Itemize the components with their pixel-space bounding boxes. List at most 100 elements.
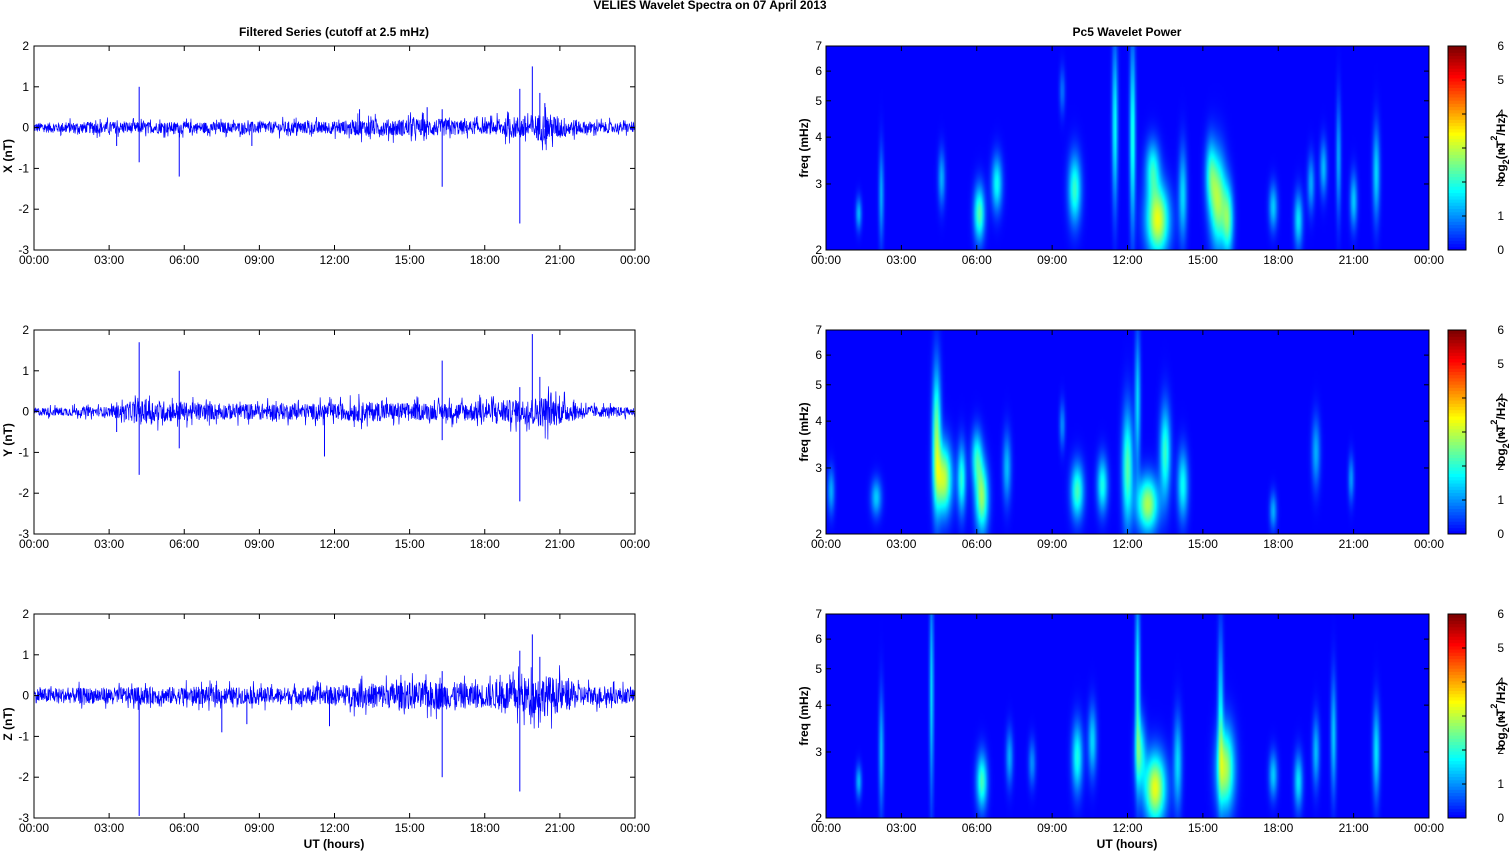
colorbar-tick-label: 0 <box>1497 811 1504 825</box>
colorbar-swatch <box>1448 116 1466 120</box>
colorbar-swatch <box>1448 186 1466 190</box>
x-tick-label: 15:00 <box>395 253 425 267</box>
y-axis-label: X (nT) <box>1 139 15 173</box>
colorbar-swatch <box>1448 218 1466 222</box>
colorbar-tick-label: 0 <box>1497 243 1504 257</box>
colorbar-swatch <box>1448 61 1466 66</box>
colorbar-swatch <box>1448 811 1466 816</box>
plot-background <box>34 614 635 818</box>
colorbar-swatch <box>1448 403 1466 407</box>
y-tick-label: -2 <box>18 486 29 500</box>
colorbar-swatch <box>1448 808 1466 813</box>
colorbar-swatch <box>1448 195 1466 200</box>
colorbar-swatch <box>1448 802 1466 806</box>
colorbar-swatch <box>1448 183 1466 187</box>
colorbar-swatch <box>1448 495 1466 500</box>
colorbar-tick-label: 2 <box>1497 743 1504 757</box>
x-tick-label: 09:00 <box>1037 253 1067 267</box>
colorbar-swatch <box>1448 511 1466 516</box>
colorbar-swatch <box>1448 633 1466 637</box>
x-tick-label: 18:00 <box>1263 253 1293 267</box>
x-tick-label: 12:00 <box>1112 253 1142 267</box>
colorbar-swatch <box>1448 170 1466 174</box>
colorbar-swatch <box>1448 68 1466 72</box>
colorbar-swatch <box>1448 58 1466 63</box>
x-tick-label: 21:00 <box>545 253 575 267</box>
colorbar-swatch <box>1448 422 1466 427</box>
y-tick-label: 2 <box>22 607 29 621</box>
y-tick-label: 7 <box>815 323 822 337</box>
y-tick-label: -2 <box>18 202 29 216</box>
colorbar-swatch <box>1448 483 1466 487</box>
colorbar-swatch <box>1448 211 1466 216</box>
colorbar-swatch <box>1448 639 1466 644</box>
colorbar-swatch <box>1448 479 1466 484</box>
y-tick-label: 2 <box>22 39 29 53</box>
colorbar-swatch <box>1448 77 1466 82</box>
colorbar-swatch <box>1448 655 1466 660</box>
colorbar-swatch <box>1448 46 1466 50</box>
x-tick-label: 06:00 <box>169 253 199 267</box>
colorbar-swatch <box>1448 396 1466 401</box>
colorbar-swatch <box>1448 530 1466 535</box>
colorbar-swatch <box>1448 106 1466 111</box>
colorbar-swatch <box>1448 167 1466 171</box>
colorbar-swatch <box>1448 179 1466 184</box>
colorbar-swatch <box>1448 365 1466 369</box>
x-tick-label: 12:00 <box>319 537 349 551</box>
colorbar-swatch <box>1448 352 1466 356</box>
colorbar-swatch <box>1448 55 1466 60</box>
timeseries-panel-x: -3 -2 -1 0 1 2 X (nT) <box>1 39 636 257</box>
colorbar-swatch <box>1448 339 1466 344</box>
colorbar-swatch <box>1448 700 1466 704</box>
x-tick-label: 21:00 <box>545 821 575 835</box>
colorbar-swatch <box>1448 489 1466 494</box>
colorbar-swatch <box>1448 138 1466 143</box>
colorbar-swatch <box>1448 786 1466 790</box>
colorbar-swatch <box>1448 642 1466 647</box>
colorbar-tick-label: 4 <box>1497 391 1504 405</box>
colorbar-swatch <box>1448 65 1466 69</box>
colorbar-swatch <box>1448 100 1466 104</box>
x-tick-label: 21:00 <box>1339 253 1369 267</box>
colorbar-swatch <box>1448 336 1466 341</box>
colorbar-swatch <box>1448 636 1466 640</box>
colorbar-swatch <box>1448 71 1466 76</box>
colorbar-swatch <box>1448 460 1466 465</box>
colorbar-swatch <box>1448 671 1466 676</box>
colorbar-swatch <box>1448 109 1466 114</box>
colorbar-swatch <box>1448 451 1466 455</box>
colorbar-swatch <box>1448 202 1466 206</box>
x-tick-label: 03:00 <box>886 821 916 835</box>
colorbar-swatch <box>1448 665 1466 669</box>
colorbar-swatch <box>1448 361 1466 366</box>
colorbar-swatch <box>1448 725 1466 730</box>
colorbar-swatch <box>1448 779 1466 784</box>
colorbar-swatch <box>1448 93 1466 98</box>
colorbar-swatch <box>1448 521 1466 525</box>
y-tick-label: 1 <box>22 80 29 94</box>
y-tick-label: -3 <box>18 527 29 541</box>
colorbar-swatch <box>1448 728 1466 733</box>
series-line <box>33 665 636 729</box>
colorbar-swatch <box>1448 744 1466 749</box>
figure-suptitle: VELIES Wavelet Spectra on 07 April 2013 <box>593 0 827 12</box>
colorbar-label: log2(nT2/Hz) <box>1489 398 1511 467</box>
colorbar-swatch <box>1448 390 1466 395</box>
colorbar-tick-label: 5 <box>1497 357 1504 371</box>
x-ticks: 00:00 03:00 06:00 09:00 12:00 15:00 18:00 21:00… <box>19 46 650 267</box>
colorbar-swatch <box>1448 731 1466 736</box>
colorbar-swatch <box>1448 444 1466 449</box>
colorbar-swatch <box>1448 157 1466 162</box>
y-tick-label: 4 <box>815 698 822 712</box>
colorbar-swatch <box>1448 722 1466 727</box>
colorbar-swatch <box>1448 716 1466 720</box>
colorbar-swatch <box>1448 677 1466 682</box>
x-tick-label: 06:00 <box>962 253 992 267</box>
colorbar-swatch <box>1448 712 1466 717</box>
y-tick-label: 4 <box>815 130 822 144</box>
colorbar-swatch <box>1448 128 1466 133</box>
colorbar-tick-label: 6 <box>1497 607 1504 621</box>
colorbar-swatch <box>1448 467 1466 471</box>
